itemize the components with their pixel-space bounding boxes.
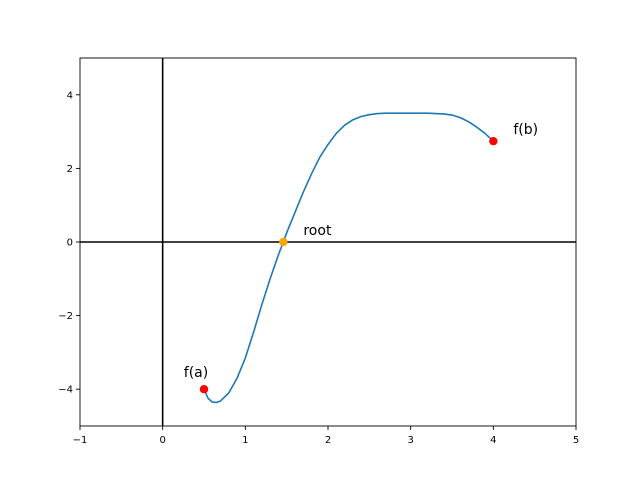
point-marker [279,237,288,247]
x-tick-label: 5 [573,435,579,446]
point-marker [489,136,498,146]
point-marker [199,385,209,394]
series-line [203,112,494,404]
x-tick-label: 0 [159,435,165,446]
point-annotation: root [303,223,332,239]
y-tick-label: −2 [58,311,73,322]
y-tick-label: 4 [67,90,73,101]
y-tick-label: 0 [67,238,73,249]
plot-area: f(a) root f(b) −1 0 1 2 3 4 5 −4 −2 0 2 4 [58,57,579,446]
x-tick-label: 1 [242,435,248,446]
y-tick-label: −4 [58,385,73,396]
point-annotation: f(a) [184,365,208,381]
y-tick-label: 2 [67,164,73,175]
point-annotation: f(b) [513,122,538,138]
x-tick-label: 2 [325,435,331,446]
x-tick-label: −1 [73,435,88,446]
x-tick-label: 3 [407,435,413,446]
x-tick-label: 4 [490,435,496,446]
plot-contents [80,58,576,426]
